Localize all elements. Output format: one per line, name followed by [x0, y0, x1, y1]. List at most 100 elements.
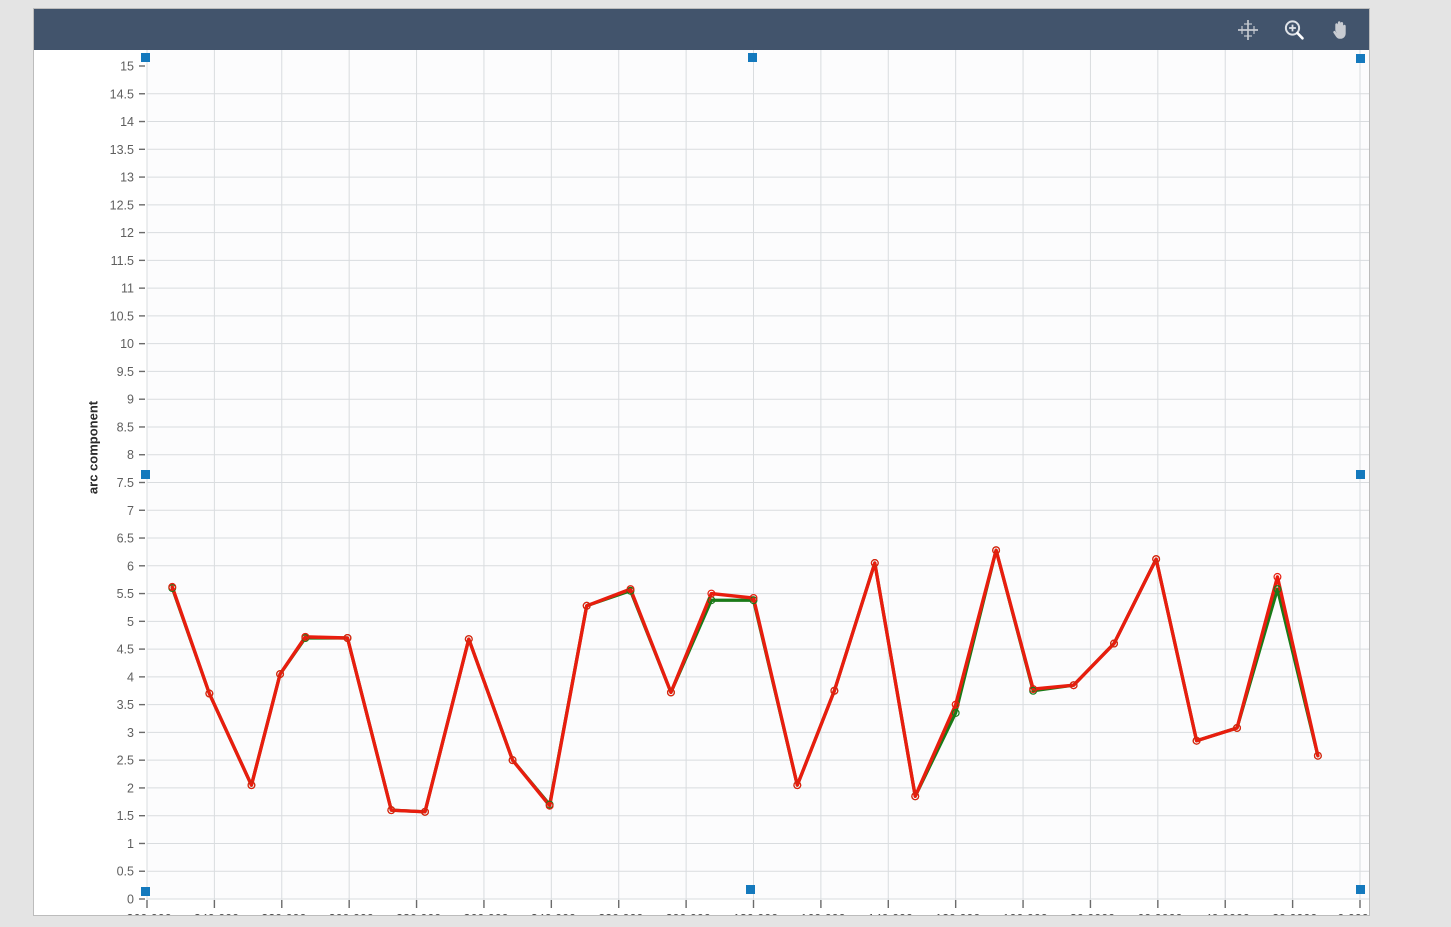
y-tick-label: 9.5 — [117, 365, 134, 379]
handle-bottom-center[interactable] — [746, 885, 755, 894]
data-point-marker — [205, 689, 214, 698]
x-tick-label: -240.000 — [527, 912, 576, 916]
data-point-marker — [1110, 639, 1119, 648]
x-tick-label: -300.000 — [324, 912, 373, 916]
data-point-marker — [1273, 572, 1282, 581]
data-point-marker — [247, 781, 256, 790]
data-point-marker — [168, 582, 177, 591]
data-point-marker — [387, 806, 396, 815]
y-tick-label: 2 — [127, 781, 134, 795]
handle-top-center[interactable] — [748, 53, 757, 62]
handle-middle-right[interactable] — [1356, 470, 1365, 479]
y-tick-label: 10 — [120, 337, 134, 351]
y-tick-label: 5.5 — [117, 587, 134, 601]
x-tick-label: -20.0000 — [1268, 912, 1317, 916]
y-tick-label: 15 — [120, 60, 134, 74]
data-point-marker — [420, 807, 429, 816]
x-tick-label: -80.0000 — [1066, 912, 1115, 916]
x-tick-label: -40.0000 — [1201, 912, 1250, 916]
data-point-marker — [749, 596, 758, 605]
x-tick-label: -340.000 — [190, 912, 239, 916]
toolbar-button-group — [1233, 9, 1355, 50]
chart-window-panel: arc component 15 14.5 14 13.5 13 12.5 12 11.5 11… — [33, 8, 1370, 916]
plot-area[interactable]: arc component 15 14.5 14 13.5 13 12.5 12 11.5 11… — [34, 50, 1370, 916]
data-point-marker — [793, 781, 802, 790]
data-point-marker — [749, 594, 758, 603]
data-point-marker — [951, 708, 960, 717]
y-tick-label: 11.5 — [111, 254, 134, 268]
handle-middle-left[interactable] — [141, 470, 150, 479]
data-point-marker — [1029, 685, 1038, 694]
data-point-marker — [707, 589, 716, 598]
data-point-marker — [276, 670, 285, 679]
data-point-marker — [343, 633, 352, 642]
pan-hand-icon[interactable] — [1325, 15, 1355, 45]
y-tick-label: 13 — [120, 171, 134, 185]
x-tick-label: -140.000 — [864, 912, 913, 916]
data-point-marker — [1273, 585, 1282, 594]
data-point-marker — [1233, 723, 1242, 732]
handle-top-left[interactable] — [141, 53, 150, 62]
x-tick-label: -280.000 — [392, 912, 441, 916]
y-tick-label: 13.5 — [110, 143, 134, 157]
data-point-marker — [951, 700, 960, 709]
data-point-marker — [1152, 555, 1161, 564]
y-tick-label: 3 — [127, 726, 134, 740]
y-tick-label: 6.5 — [117, 532, 134, 546]
data-point-marker — [1069, 681, 1078, 690]
y-tick-label: 14 — [120, 115, 134, 129]
y-tick-label: 7 — [127, 504, 134, 518]
data-point-marker — [508, 756, 517, 765]
y-tick-label: 0.5 — [117, 865, 134, 879]
y-tick-label: 0 — [127, 893, 134, 907]
y-tick-label: 12 — [120, 226, 134, 240]
x-tick-label: 0.00000 — [1337, 912, 1370, 916]
x-tick-label: -100.000 — [998, 912, 1047, 916]
chart-toolbar — [34, 9, 1369, 50]
data-point-marker — [992, 546, 1001, 555]
series-line-measured — [170, 548, 1320, 814]
y-tick-label: 11 — [121, 282, 134, 296]
data-point-marker — [582, 601, 591, 610]
y-tick-label: 2.5 — [117, 754, 134, 768]
y-tick-label: 1.5 — [117, 809, 134, 823]
data-point-marker — [870, 559, 879, 568]
y-tick-label: 4.5 — [117, 643, 134, 657]
x-tick-label: -360.000 — [122, 912, 171, 916]
crosshair-icon[interactable] — [1233, 15, 1263, 45]
y-tick-label: 10.5 — [110, 309, 134, 323]
y-tick-label: 8 — [127, 448, 134, 462]
x-tick-label: -200.000 — [661, 912, 710, 916]
zoom-in-icon[interactable] — [1279, 15, 1309, 45]
data-point-marker — [1313, 751, 1322, 760]
y-tick-label: 8.5 — [117, 420, 134, 434]
x-tick-label: -160.000 — [796, 912, 845, 916]
chart-canvas[interactable]: 1514.51413.51312.51211.51110.5109.598.58… — [34, 50, 1370, 916]
y-tick-label: 9 — [127, 393, 134, 407]
y-tick-label: 12.5 — [110, 198, 134, 212]
y-tick-label: 7.5 — [117, 476, 134, 490]
x-tick-label: -320.000 — [257, 912, 306, 916]
x-tick-label: -220.000 — [594, 912, 643, 916]
y-tick-label: 4 — [127, 670, 134, 684]
x-tick-label: -120.000 — [931, 912, 980, 916]
data-point-marker — [301, 632, 310, 641]
y-tick-label: 3.5 — [117, 698, 134, 712]
handle-bottom-left[interactable] — [141, 887, 150, 896]
handle-bottom-right[interactable] — [1356, 885, 1365, 894]
x-tick-label: -60.0000 — [1133, 912, 1182, 916]
y-tick-label: 6 — [127, 559, 134, 573]
data-point-marker — [707, 596, 716, 605]
handle-top-right[interactable] — [1356, 54, 1365, 63]
y-tick-label: 5 — [127, 615, 134, 629]
x-tick-label: -260.000 — [459, 912, 508, 916]
y-tick-label: 1 — [127, 837, 134, 851]
data-point-marker — [911, 792, 920, 801]
data-point-marker — [545, 801, 554, 810]
data-point-marker — [666, 688, 675, 697]
data-point-marker — [1192, 736, 1201, 745]
data-point-marker — [830, 686, 839, 695]
y-tick-label: 14.5 — [110, 87, 134, 101]
x-tick-label: -180.000 — [729, 912, 778, 916]
